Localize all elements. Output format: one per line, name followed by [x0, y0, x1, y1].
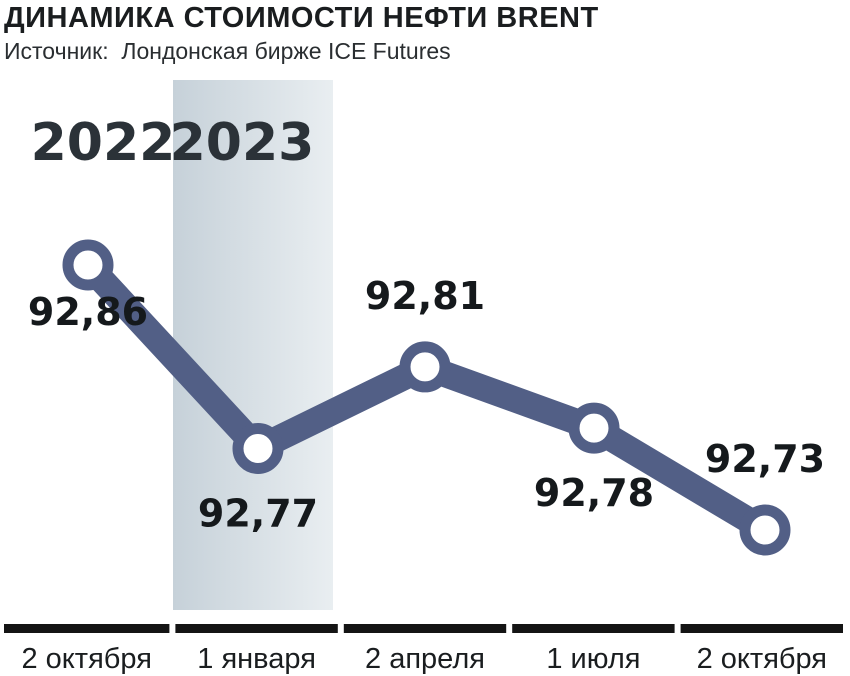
data-label-2: 92,81 — [365, 274, 485, 318]
data-point-1 — [232, 422, 284, 474]
data-label-3: 92,78 — [534, 471, 654, 515]
year-label-2023: 2023 — [170, 113, 315, 173]
series-line-group — [62, 239, 791, 556]
data-label-4: 92,73 — [705, 437, 825, 481]
year-2023-band — [173, 80, 333, 610]
tick-label-4: 2 октября — [697, 643, 827, 675]
axis-segment-0 — [4, 624, 170, 633]
x-axis: 2 октября 1 января 2 апреля 1 июля 2 октября — [4, 624, 843, 675]
axis-segment-2 — [343, 624, 507, 633]
axis-segment-3 — [512, 624, 675, 633]
year-label-2022: 2022 — [31, 113, 176, 173]
chart-subtitle: Источник: Лондонская бирже ICE Futures — [4, 38, 451, 64]
data-point-4 — [739, 504, 791, 556]
data-point-3 — [568, 402, 620, 454]
axis-segment-4 — [680, 624, 843, 633]
axis-segment-1 — [175, 624, 338, 633]
data-label-1: 92,77 — [198, 491, 318, 535]
tick-label-3: 1 июля — [546, 643, 640, 675]
tick-label-0: 2 октября — [21, 643, 151, 675]
data-point-2 — [399, 341, 451, 393]
tick-label-1: 1 января — [197, 643, 316, 675]
data-point-0 — [62, 239, 114, 291]
chart-title: ДИНАМИКА СТОИМОСТИ НЕФТИ BRENT — [4, 2, 599, 34]
tick-label-2: 2 апреля — [365, 643, 485, 675]
data-labels-group: 92,86 92,77 92,81 92,78 92,73 — [28, 274, 825, 536]
data-label-0: 92,86 — [28, 290, 148, 334]
